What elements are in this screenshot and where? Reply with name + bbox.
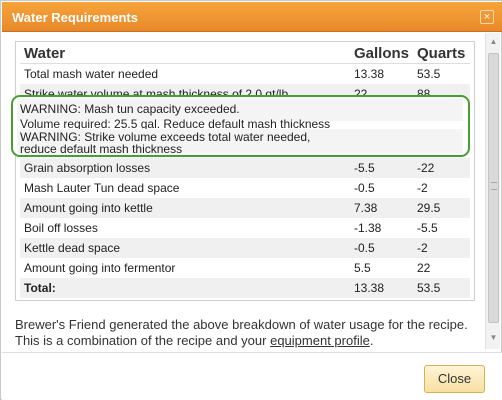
total-quarts: 53.5 [417, 281, 441, 295]
table-row: Mash Lauter Tun dead space -0.5 -2 [20, 178, 470, 198]
table-row: Amount going into kettle 7.38 29.5 [20, 198, 470, 218]
row-quarts: 53.5 [417, 67, 441, 81]
row-label: Mash Lauter Tun dead space [24, 181, 180, 195]
dialog-content: Water Gallons Quarts Total mash water ne… [2, 33, 502, 351]
table-row: Total mash water needed 13.38 53.5 [20, 64, 470, 84]
scroll-grip-icon [491, 182, 497, 190]
row-gallons: -1.38 [354, 221, 382, 235]
description-text: Brewer's Friend generated the above brea… [15, 317, 485, 349]
description-end: . [369, 333, 374, 348]
row-label: Grain absorption losses [24, 161, 151, 175]
close-icon[interactable]: × [480, 10, 494, 24]
column-header-quarts: Quarts [417, 45, 466, 62]
warning-line: WARNING: Mash tun capacity exceeded. [20, 102, 240, 116]
description-body: Brewer's Friend generated the above brea… [15, 317, 468, 348]
row-label: Boil off losses [24, 221, 98, 235]
table-row: Kettle dead space -0.5 -2 [20, 238, 470, 258]
row-gallons: 7.38 [354, 201, 378, 215]
warning-callout: WARNING: Mash tun capacity exceeded. Vol… [11, 95, 470, 157]
column-header-gallons: Gallons [354, 45, 410, 62]
row-quarts: 22 [417, 261, 431, 275]
table-row: Amount going into fermentor 5.5 22 [20, 258, 470, 278]
dialog-footer: Close [2, 352, 502, 400]
equipment-profile-link[interactable]: equipment profile [270, 333, 370, 348]
warning-line: Volume required: 25.5 gal. Reduce defaul… [20, 117, 331, 131]
warning-block-1: WARNING: Mash tun capacity exceeded. [17, 99, 463, 121]
dialog-titlebar: Water Requirements × [2, 2, 502, 32]
total-gallons: 13.38 [354, 281, 385, 295]
column-header-water: Water [24, 45, 66, 62]
total-label: Total: [24, 281, 56, 295]
close-button[interactable]: Close [424, 365, 485, 393]
warning-block-2: WARNING: Strike volume exceeds total wat… [17, 129, 463, 156]
scroll-down-icon[interactable]: ▼ [489, 333, 498, 342]
row-label: Amount going into kettle [24, 201, 153, 215]
warning-line: reduce default mash thickness [20, 142, 183, 156]
row-gallons: -5.5 [354, 161, 375, 175]
row-quarts: 29.5 [417, 201, 441, 215]
row-gallons: 13.38 [354, 67, 385, 81]
vertical-scrollbar[interactable]: ▲ ▼ [485, 33, 500, 349]
table-row: Grain absorption losses -5.5 -22 [20, 158, 470, 178]
table-header-row: Water Gallons Quarts [20, 44, 470, 64]
scrollbar-thumb[interactable] [488, 53, 499, 323]
scroll-up-icon[interactable]: ▲ [489, 37, 498, 46]
warning-line: WARNING: Strike volume exceeds total wat… [20, 130, 311, 144]
row-label: Kettle dead space [24, 241, 121, 255]
table-total-row: Total: 13.38 53.5 [20, 278, 470, 298]
row-quarts: -5.5 [417, 221, 438, 235]
row-quarts: -2 [417, 241, 428, 255]
row-label: Total mash water needed [24, 67, 159, 81]
table-row: Boil off losses -1.38 -5.5 [20, 218, 470, 238]
water-table: Water Gallons Quarts Total mash water ne… [15, 41, 475, 301]
row-gallons: -0.5 [354, 241, 375, 255]
row-gallons: -0.5 [354, 181, 375, 195]
row-quarts: -2 [417, 181, 428, 195]
row-quarts: -22 [417, 161, 435, 175]
dialog-title: Water Requirements [12, 10, 138, 25]
row-label: Amount going into fermentor [24, 261, 176, 275]
row-gallons: 5.5 [354, 261, 371, 275]
